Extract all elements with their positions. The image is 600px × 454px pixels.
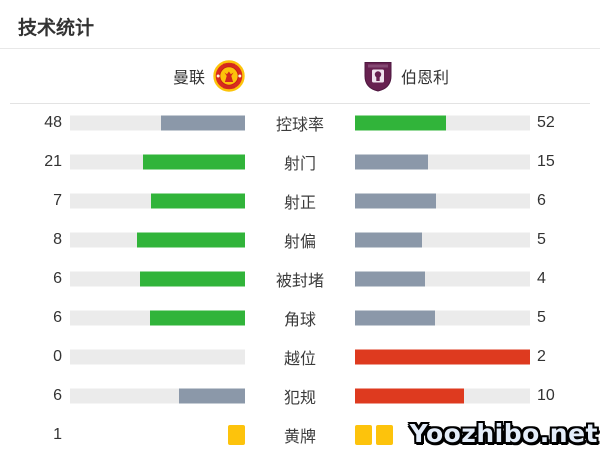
yellow-card-icon (228, 424, 245, 445)
away-bar-fill (355, 349, 530, 364)
stat-label: 越位 (283, 350, 316, 368)
away-value: 6 (537, 191, 546, 209)
home-bar (70, 388, 245, 403)
stat-label: 黄牌 (283, 428, 316, 446)
home-bar (70, 115, 245, 130)
home-value: 0 (53, 347, 62, 365)
away-bar-fill (355, 154, 428, 169)
page-title: 技术统计 (18, 18, 95, 39)
away-bar (355, 154, 530, 169)
away-yellow-cards (355, 424, 530, 445)
stat-row-yellow-cards: 1 黄牌 (0, 415, 600, 454)
away-bar (355, 271, 530, 286)
home-bar (70, 232, 245, 247)
home-value: 48 (44, 113, 62, 131)
away-bar-fill (355, 193, 436, 208)
home-team-name: 曼联 (172, 70, 205, 87)
stat-label: 控球率 (275, 116, 324, 134)
stat-label: 被封堵 (275, 272, 324, 290)
away-value: 2 (537, 347, 546, 365)
home-bar-fill (179, 388, 245, 403)
away-team-header: 伯恩利 (362, 60, 449, 92)
stat-label: 射门 (283, 155, 316, 173)
away-bar (355, 349, 530, 364)
stat-label: 射偏 (283, 233, 316, 251)
away-team-crest-icon (364, 62, 392, 92)
away-team-name: 伯恩利 (401, 70, 450, 87)
away-bar (355, 388, 530, 403)
away-bar-fill (355, 115, 446, 130)
home-bar-fill (142, 154, 245, 169)
home-bar (70, 310, 245, 325)
away-value: 52 (537, 113, 555, 131)
home-bar (70, 154, 245, 169)
divider (0, 48, 600, 49)
home-value: 7 (53, 191, 62, 209)
divider (10, 103, 590, 104)
home-bar-fill (137, 232, 245, 247)
home-team-crest-icon (213, 60, 245, 92)
away-bar-fill (355, 232, 423, 247)
away-bar-fill (355, 310, 435, 325)
away-value: 10 (537, 386, 555, 404)
yellow-card-icon (355, 424, 372, 445)
home-team-header: 曼联 (0, 60, 245, 92)
away-value: 4 (537, 269, 546, 287)
home-yellow-cards (70, 424, 245, 445)
home-bar-fill (140, 271, 245, 286)
watermark: Yoozhibo.net (409, 419, 598, 448)
stat-row-shots: 21 射门 15 (0, 142, 600, 181)
stat-row-corners: 6 角球 5 (0, 298, 600, 337)
home-bar-fill (149, 310, 245, 325)
stat-label: 犯规 (283, 389, 316, 407)
home-value: 6 (53, 308, 62, 326)
away-bar (355, 232, 530, 247)
home-bar-fill (161, 115, 245, 130)
home-value: 8 (53, 230, 62, 248)
stat-label: 射正 (283, 194, 316, 212)
away-value: 5 (537, 230, 546, 248)
away-bar (355, 115, 530, 130)
away-bar (355, 193, 530, 208)
away-bar-fill (355, 388, 465, 403)
away-bar (355, 310, 530, 325)
stat-row-blocked: 6 被封堵 4 (0, 259, 600, 298)
stat-label: 角球 (283, 311, 316, 329)
yellow-card-icon (376, 424, 393, 445)
stat-row-offside: 0 越位 2 (0, 337, 600, 376)
home-value: 6 (53, 269, 62, 287)
stat-row-possession: 48 控球率 52 (0, 103, 600, 142)
away-bar-fill (355, 271, 425, 286)
home-value: 21 (44, 152, 62, 170)
away-value: 15 (537, 152, 555, 170)
home-value: 6 (53, 386, 62, 404)
home-bar (70, 271, 245, 286)
home-value: 1 (53, 425, 62, 443)
home-bar-fill (150, 193, 245, 208)
stat-row-fouls: 6 犯规 10 (0, 376, 600, 415)
stat-row-shots-off-target: 8 射偏 5 (0, 220, 600, 259)
home-bar (70, 193, 245, 208)
home-bar (70, 349, 245, 364)
stat-row-shots-on-target: 7 射正 6 (0, 181, 600, 220)
away-value: 5 (537, 308, 546, 326)
